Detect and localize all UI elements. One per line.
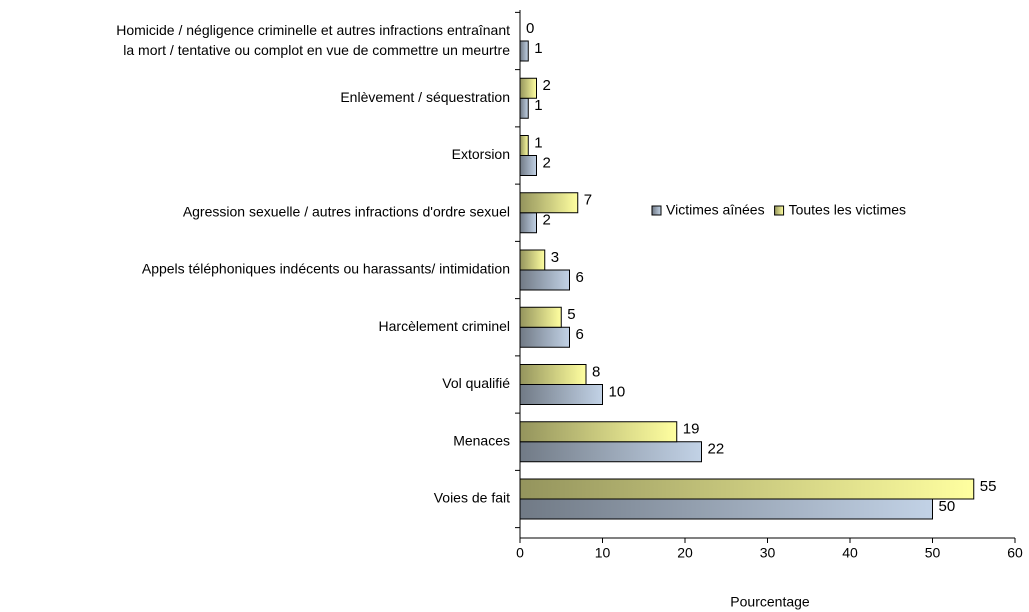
y-tick-label: Vol qualifié <box>442 375 510 391</box>
value-label: 22 <box>708 441 725 458</box>
x-tick-label: 40 <box>842 545 858 561</box>
x-tick-label: 0 <box>516 545 524 561</box>
bar <box>519 135 529 156</box>
bar <box>519 155 537 176</box>
y-tick-label: Homicide / négligence criminelle et autr… <box>116 22 510 58</box>
value-label: 10 <box>609 383 626 400</box>
legend-swatch-shade <box>774 206 784 215</box>
bar <box>519 364 587 385</box>
bar <box>519 77 537 99</box>
bar <box>519 498 933 520</box>
value-label: 50 <box>939 498 956 515</box>
y-tick-label: Harcèlement criminel <box>379 318 510 334</box>
value-label: 7 <box>584 192 592 209</box>
y-tick-label: Menaces <box>453 432 510 448</box>
bar <box>519 249 546 271</box>
value-label: 6 <box>576 326 584 343</box>
bar <box>519 97 529 119</box>
value-label: 2 <box>543 77 551 94</box>
y-tick-label: Appels téléphoniques indécents ou harass… <box>142 261 510 277</box>
bar <box>519 192 579 214</box>
value-label: 5 <box>567 306 575 323</box>
bar <box>519 306 562 328</box>
value-label: 2 <box>543 212 551 229</box>
value-label: 6 <box>576 269 584 286</box>
legend-label: Toutes les victimes <box>789 202 906 218</box>
x-tick-label: 30 <box>760 545 776 561</box>
bar <box>519 478 975 500</box>
value-label: 3 <box>551 249 559 266</box>
y-tick-label: Extorsion <box>452 146 510 162</box>
value-label: 19 <box>683 421 700 438</box>
bar <box>519 326 570 348</box>
x-tick-label: 10 <box>595 545 611 561</box>
value-label: 1 <box>534 134 542 151</box>
bar <box>519 212 537 234</box>
y-tick-label: Voies de fait <box>434 490 510 506</box>
x-axis-title: Pourcentage <box>730 594 810 610</box>
y-tick-label: Enlèvement / séquestration <box>340 89 510 105</box>
value-label: 8 <box>592 363 600 380</box>
legend-swatch-shade <box>652 206 661 215</box>
x-tick-label: 60 <box>1007 545 1023 561</box>
bar <box>519 384 603 405</box>
value-label: 1 <box>534 40 542 57</box>
bar <box>519 40 529 62</box>
value-label: 55 <box>980 478 997 495</box>
x-tick-label: 50 <box>925 545 941 561</box>
x-tick-label: 20 <box>677 545 693 561</box>
value-label: 1 <box>534 97 542 114</box>
bar <box>519 421 678 443</box>
value-label: 2 <box>543 154 551 171</box>
legend-label: Victimes aînées <box>666 202 765 218</box>
bar <box>519 269 570 291</box>
value-label: 0 <box>526 20 534 37</box>
y-tick-label: Agression sexuelle / autres infractions … <box>183 203 510 219</box>
bar <box>519 441 702 463</box>
